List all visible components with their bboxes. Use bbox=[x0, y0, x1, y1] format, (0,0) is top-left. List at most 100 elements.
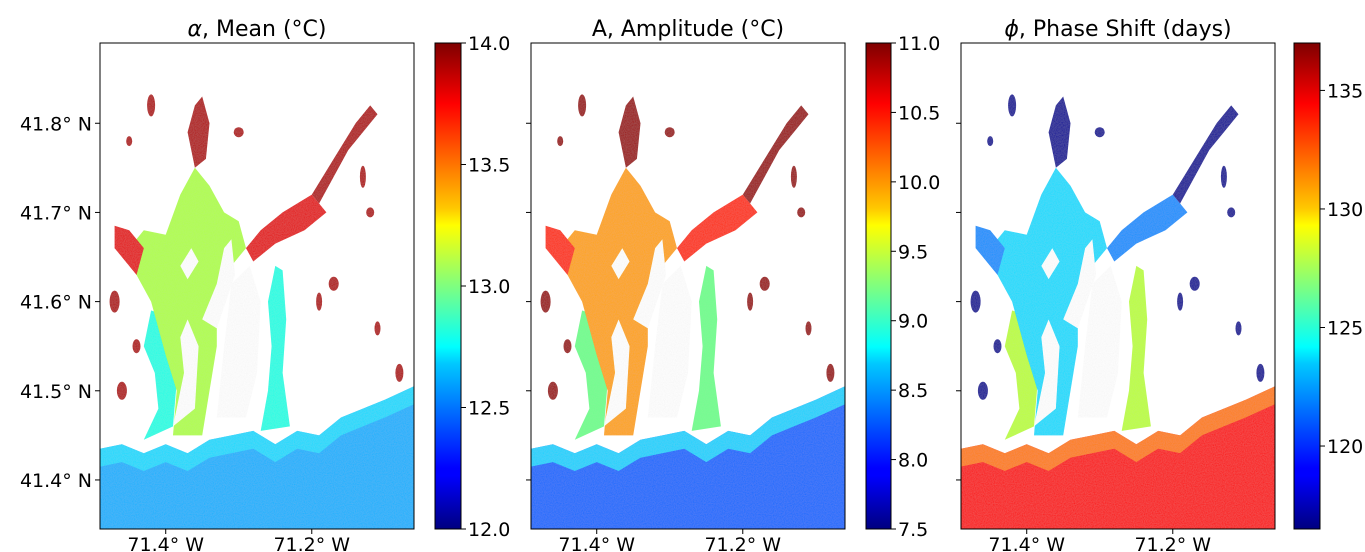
water-mountHope bbox=[677, 194, 758, 262]
pond bbox=[1227, 207, 1236, 218]
pond bbox=[557, 136, 564, 147]
colorbar-tick-label: 9.0 bbox=[898, 311, 928, 333]
pond bbox=[1256, 363, 1265, 382]
pond bbox=[1189, 276, 1200, 291]
title-text: A, Amplitude (°C) bbox=[592, 17, 784, 42]
pond bbox=[664, 127, 675, 138]
water-taunton bbox=[311, 105, 378, 204]
land-conanicut bbox=[604, 319, 630, 427]
x-tick-label: 71.4° W bbox=[988, 534, 1065, 552]
pond bbox=[987, 136, 994, 147]
pond bbox=[563, 339, 572, 354]
title-text: , Phase Shift (days) bbox=[1019, 17, 1232, 42]
water-seekonk bbox=[187, 96, 210, 168]
colorbar-tick-label: 9.5 bbox=[898, 241, 928, 263]
title-text: , Mean (°C) bbox=[202, 17, 326, 42]
water-mainBay bbox=[129, 167, 246, 436]
colorbar-tick-label: 11.0 bbox=[898, 33, 940, 55]
title-symbol: ϕ bbox=[1004, 17, 1019, 42]
plot-frame bbox=[530, 42, 846, 530]
water-eastPassage bbox=[691, 265, 721, 431]
pond bbox=[1094, 127, 1105, 138]
chart-panel-1: α, Mean (°C) 71.4° W 71.2° W 41.4° N 41.5° N… bbox=[20, 17, 510, 552]
water-mountHope bbox=[246, 194, 327, 262]
pond bbox=[109, 290, 120, 313]
water-greenwich bbox=[114, 225, 144, 275]
colorbar-tick-label: 12.0 bbox=[468, 519, 510, 541]
pond bbox=[759, 276, 770, 291]
x-tick-label: 71.2° W bbox=[273, 534, 350, 552]
map-layer bbox=[531, 94, 845, 529]
plot-frame bbox=[99, 42, 415, 530]
colorbar-tick-label: 135 bbox=[1327, 80, 1363, 102]
colorbar-tick-label: 14.0 bbox=[468, 33, 510, 55]
panel-title: ϕ, Phase Shift (days) bbox=[1004, 17, 1231, 42]
pond bbox=[233, 127, 244, 138]
pond bbox=[1008, 94, 1017, 117]
pond bbox=[116, 381, 127, 400]
colorbar-frame bbox=[865, 42, 892, 530]
colorbar-tick-label: 13.5 bbox=[468, 155, 510, 177]
water-mainBay bbox=[560, 167, 677, 436]
land-aquidneck bbox=[1077, 265, 1122, 418]
water-ocean bbox=[961, 386, 1275, 529]
water-seekonk bbox=[1048, 96, 1071, 168]
land-patience bbox=[1041, 248, 1060, 280]
land-prudence bbox=[1063, 239, 1097, 329]
colorbar-tick-label: 13.0 bbox=[468, 276, 510, 298]
panel-title: α, Mean (°C) bbox=[188, 17, 327, 42]
pond bbox=[395, 363, 404, 382]
water-eastPassage bbox=[260, 265, 290, 431]
y-tick-label: 41.7° N bbox=[20, 202, 92, 224]
water-greenwich bbox=[545, 225, 575, 275]
water-seekonk bbox=[618, 96, 641, 168]
colorbar-frame bbox=[1293, 42, 1321, 530]
pond bbox=[977, 381, 988, 400]
colorbar bbox=[866, 43, 891, 529]
panel-title: A, Amplitude (°C) bbox=[592, 17, 784, 42]
land-prudence bbox=[202, 239, 236, 329]
x-tick-label: 71.4° W bbox=[558, 534, 635, 552]
chart-panel-2: A, Amplitude (°C) 71.4° W 71.2° W 7.5 8.0 8.5… bbox=[526, 17, 940, 552]
colorbar-tick-label: 8.0 bbox=[898, 450, 928, 472]
water-nearshore bbox=[531, 386, 845, 471]
land-aquidneck bbox=[647, 265, 692, 418]
y-tick-label: 41.5° N bbox=[20, 381, 92, 403]
land-conanicut bbox=[1034, 319, 1060, 427]
pond bbox=[993, 339, 1002, 354]
pond bbox=[132, 339, 141, 354]
pond bbox=[540, 290, 551, 313]
colorbar-tick-label: 130 bbox=[1327, 199, 1363, 221]
pond bbox=[970, 290, 981, 313]
pond bbox=[805, 321, 812, 336]
x-tick-label: 71.2° W bbox=[704, 534, 781, 552]
y-tick-label: 41.4° N bbox=[20, 470, 92, 492]
pond bbox=[1220, 165, 1227, 188]
pond bbox=[374, 321, 381, 336]
colorbar-tick-label: 7.5 bbox=[898, 519, 928, 541]
land-patience bbox=[180, 248, 199, 280]
colorbar-tick-label: 125 bbox=[1327, 317, 1363, 339]
pond bbox=[826, 363, 835, 382]
plot-frame bbox=[960, 42, 1276, 530]
title-symbol: α bbox=[188, 17, 203, 42]
pond bbox=[328, 276, 339, 291]
map-layer bbox=[961, 94, 1275, 529]
pond bbox=[126, 136, 133, 147]
x-tick-label: 71.4° W bbox=[127, 534, 204, 552]
land-conanicut bbox=[173, 319, 199, 427]
pond bbox=[547, 381, 558, 400]
colorbar-tick-label: 10.5 bbox=[898, 102, 940, 124]
pond bbox=[747, 292, 754, 311]
colorbar bbox=[1294, 43, 1320, 529]
colorbar-tick-label: 10.0 bbox=[898, 172, 940, 194]
map-layer bbox=[100, 94, 414, 529]
water-mainBay bbox=[990, 167, 1107, 436]
pond bbox=[359, 165, 366, 188]
land-aquidneck bbox=[216, 265, 261, 418]
water-ocean bbox=[100, 386, 414, 529]
pond bbox=[147, 94, 156, 117]
x-tick-label: 71.2° W bbox=[1134, 534, 1211, 552]
colorbar bbox=[435, 43, 461, 529]
